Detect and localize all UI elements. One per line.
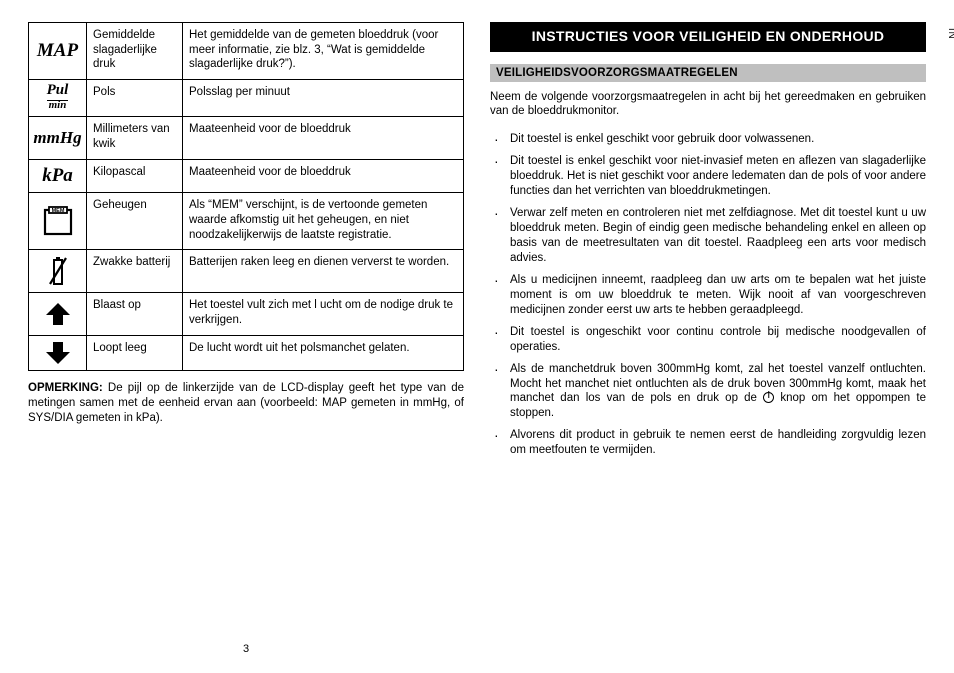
- symbols-table: MAP Gemiddelde slagaderlijke drukHet gemi…: [28, 22, 464, 371]
- list-item: Dit toestel is enkel geschikt voor niet-…: [490, 154, 926, 199]
- table-row: Zwakke batterijBatterijen raken leeg en …: [29, 250, 464, 293]
- table-row: Pulmin PolsPolsslag per minuut: [29, 80, 464, 117]
- kpa-icon: kPa: [42, 165, 73, 186]
- list-item: Als de manchetdruk boven 300mmHg komt, z…: [490, 362, 926, 422]
- description-cell: Maateenheid voor de bloeddruk: [183, 159, 464, 192]
- safety-list: Dit toestel is enkel geschikt voor gebru…: [490, 125, 926, 465]
- left-column: MAP Gemiddelde slagaderlijke drukHet gemi…: [28, 22, 464, 655]
- table-row: MEM GeheugenAls “MEM” verschijnt, is de v…: [29, 193, 464, 250]
- symbol-cell: MAP: [29, 23, 87, 80]
- list-item: Alvorens dit product in gebruik te nemen…: [490, 428, 926, 458]
- table-row: MAP Gemiddelde slagaderlijke drukHet gemi…: [29, 23, 464, 80]
- power-icon: [763, 392, 774, 403]
- label-cell: Loopt leeg: [87, 335, 183, 370]
- symbol-cell: mmHg: [29, 117, 87, 159]
- table-row: kPa KilopascalMaateenheid voor de bloeddr…: [29, 159, 464, 192]
- symbol-cell: [29, 293, 87, 335]
- deflate-arrow-icon: [43, 340, 73, 366]
- symbol-cell: kPa: [29, 159, 87, 192]
- section-heading: INSTRUCTIES VOOR VEILIGHEID EN ONDERHOUD: [490, 22, 926, 52]
- symbol-cell: MEM: [29, 193, 87, 250]
- description-cell: Als “MEM” verschijnt, is de vertoonde ge…: [183, 193, 464, 250]
- symbol-cell: [29, 335, 87, 370]
- symbol-cell: Pulmin: [29, 80, 87, 117]
- right-column: INSTRUCTIES VOOR VEILIGHEID EN ONDERHOUD…: [490, 22, 926, 655]
- label-cell: Millimeters van kwik: [87, 117, 183, 159]
- list-item: Verwar zelf meten en controleren niet me…: [490, 206, 926, 266]
- label-cell: Zwakke batterij: [87, 250, 183, 293]
- label-cell: Gemiddelde slagaderlijke druk: [87, 23, 183, 80]
- description-cell: Maateenheid voor de bloeddruk: [183, 117, 464, 159]
- label-cell: Geheugen: [87, 193, 183, 250]
- symbol-cell: [29, 250, 87, 293]
- list-item: Als u medicijnen inneemt, raadpleeg dan …: [490, 273, 926, 318]
- label-cell: Pols: [87, 80, 183, 117]
- subsection-heading: VEILIGHEIDSVOORZORGSMAATREGELEN: [490, 64, 926, 82]
- mmhg-icon: mmHg: [33, 128, 81, 147]
- note-paragraph: OPMERKING: De pijl op de linkerzijde van…: [28, 381, 464, 427]
- note-label: OPMERKING:: [28, 382, 103, 394]
- label-cell: Kilopascal: [87, 159, 183, 192]
- intro-text: Neem de volgende voorzorgsmaatregelen in…: [490, 90, 926, 120]
- table-row: Blaast opHet toestel vult zich met l uch…: [29, 293, 464, 335]
- pulse-icon: Pulmin: [47, 84, 69, 111]
- label-cell: Blaast op: [87, 293, 183, 335]
- list-item: Dit toestel is ongeschikt voor continu c…: [490, 325, 926, 355]
- description-cell: Het gemiddelde van de gemeten bloeddruk …: [183, 23, 464, 80]
- list-item: Dit toestel is enkel geschikt voor gebru…: [490, 132, 926, 147]
- memory-icon: MEM: [40, 204, 76, 238]
- battery-low-icon: [47, 254, 69, 288]
- description-cell: Batterijen raken leeg en dienen ververst…: [183, 250, 464, 293]
- description-cell: De lucht wordt uit het polsmanchet gelat…: [183, 335, 464, 370]
- language-label: NL: [948, 24, 954, 39]
- svg-text:MEM: MEM: [51, 208, 64, 214]
- page-number: 3: [28, 635, 464, 655]
- description-cell: Het toestel vult zich met l ucht om de n…: [183, 293, 464, 335]
- map-icon: MAP: [37, 40, 78, 61]
- table-row: mmHg Millimeters van kwikMaateenheid voor…: [29, 117, 464, 159]
- table-row: Loopt leegDe lucht wordt uit het polsman…: [29, 335, 464, 370]
- inflate-arrow-icon: [43, 301, 73, 327]
- description-cell: Polsslag per minuut: [183, 80, 464, 117]
